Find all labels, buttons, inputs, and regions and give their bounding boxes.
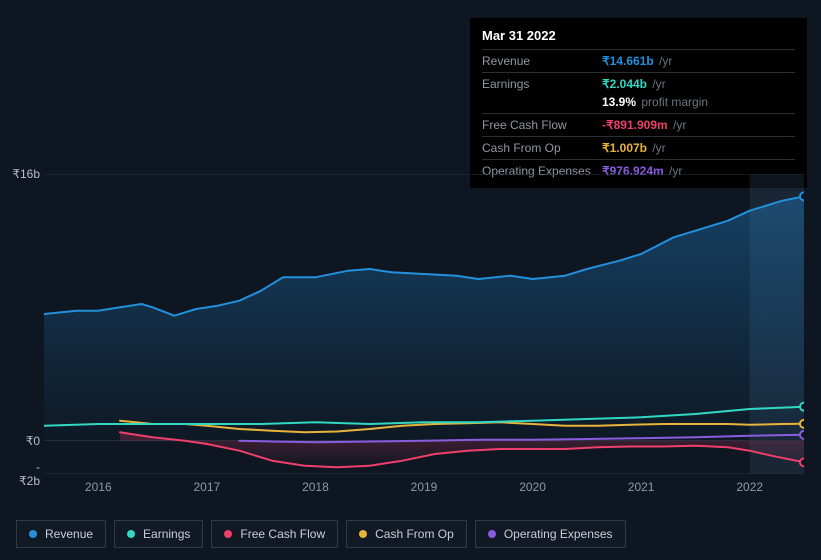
tooltip-row-cfo: Cash From Op ₹1.007b /yr [482,136,795,159]
x-axis-label: 2017 [193,480,220,494]
legend-label: Operating Expenses [504,527,613,541]
legend-label: Free Cash Flow [240,527,325,541]
tooltip-date: Mar 31 2022 [482,28,795,43]
x-axis-label: 2020 [519,480,546,494]
x-axis-label: 2022 [736,480,763,494]
legend-dot-icon [224,530,232,538]
y-axis-label: ₹0 [26,434,40,448]
chart-panel: Mar 31 2022 Revenue ₹14.661b /yr Earning… [0,0,821,560]
tooltip-label: Free Cash Flow [482,118,602,132]
legend-item-cfo[interactable]: Cash From Op [346,520,467,548]
x-axis-labels: 2016 2017 2018 2019 2020 2021 2022 [44,480,804,500]
tooltip-value: 13.9% profit margin [602,95,795,109]
chart-legend: Revenue Earnings Free Cash Flow Cash From O… [16,520,626,548]
tooltip-row-margin: . 13.9% profit margin [482,95,795,113]
legend-label: Revenue [45,527,93,541]
tooltip-row-revenue: Revenue ₹14.661b /yr [482,49,795,72]
chart-area[interactable]: 2016201720182019202020212022 ₹16b₹0-₹2b [16,160,806,510]
legend-item-opex[interactable]: Operating Expenses [475,520,626,548]
tooltip-label: Cash From Op [482,141,602,155]
y-axis-label: -₹2b [16,460,40,488]
legend-dot-icon [127,530,135,538]
tooltip-row-earnings: Earnings ₹2.044b /yr [482,72,795,95]
y-axis-label: ₹16b [12,167,40,181]
legend-dot-icon [359,530,367,538]
tooltip-value: ₹14.661b /yr [602,54,795,68]
tooltip-label: Revenue [482,54,602,68]
legend-item-revenue[interactable]: Revenue [16,520,106,548]
x-axis-label: 2019 [411,480,438,494]
x-axis-label: 2018 [302,480,329,494]
legend-label: Cash From Op [375,527,454,541]
legend-dot-icon [488,530,496,538]
chart-plot[interactable] [44,174,804,474]
tooltip-label: Earnings [482,77,602,91]
tooltip-row-fcf: Free Cash Flow -₹891.909m /yr [482,113,795,136]
x-axis-label: 2021 [628,480,655,494]
legend-item-earnings[interactable]: Earnings [114,520,203,548]
x-axis-label: 2016 [85,480,112,494]
legend-dot-icon [29,530,37,538]
tooltip-value: ₹1.007b /yr [602,141,795,155]
tooltip-value: -₹891.909m /yr [602,118,795,132]
legend-label: Earnings [143,527,190,541]
legend-item-fcf[interactable]: Free Cash Flow [211,520,338,548]
tooltip-value: ₹2.044b /yr [602,77,795,91]
chart-svg [44,174,804,474]
